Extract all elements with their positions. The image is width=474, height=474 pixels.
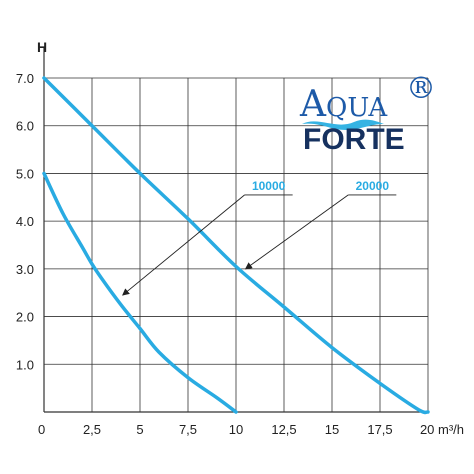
x-tick-label: 2,5 bbox=[83, 422, 101, 437]
x-tick-label: 5 bbox=[136, 422, 143, 437]
logo-wave-icon bbox=[302, 119, 384, 130]
y-tick-label: 3.0 bbox=[16, 262, 34, 277]
x-tick-label: 17,5 bbox=[367, 422, 392, 437]
y-tick-label: 4.0 bbox=[16, 214, 34, 229]
curves bbox=[42, 76, 430, 415]
y-tick-label: 6.0 bbox=[16, 119, 34, 134]
series-line-10000 bbox=[42, 171, 238, 414]
y-axis-label: H bbox=[37, 39, 47, 55]
callout-arrow bbox=[122, 194, 245, 296]
series-line-20000 bbox=[42, 76, 430, 415]
logo-forte-text: FORTE bbox=[303, 123, 405, 156]
logo-aqua-text: AQUA bbox=[299, 84, 388, 125]
series-label-20000: 20000 bbox=[356, 179, 390, 193]
aquaforte-logo: AQUA ® FORTE bbox=[299, 71, 436, 156]
series-label-10000: 10000 bbox=[252, 179, 286, 193]
x-tick-label: 10 bbox=[229, 422, 243, 437]
y-tick-label: 1.0 bbox=[16, 357, 34, 372]
x-tick-label: 20 m³/h bbox=[420, 422, 464, 437]
x-tick-label: 7,5 bbox=[179, 422, 197, 437]
x-tick-label: 0 bbox=[38, 422, 45, 437]
y-tick-label: 7.0 bbox=[16, 71, 34, 86]
x-tick-label: 15 bbox=[325, 422, 339, 437]
y-tick-label: 2.0 bbox=[16, 310, 34, 325]
y-tick-label: 5.0 bbox=[16, 166, 34, 181]
callout-arrow bbox=[244, 194, 349, 270]
callouts: 10000 20000 bbox=[122, 179, 397, 296]
registered-mark: ® bbox=[406, 71, 436, 106]
tick-labels: 0 2,5 5 7,5 10 12,5 15 17,5 20 m³/h 1.0 2.0 3.0 4.0 5… bbox=[16, 71, 464, 437]
x-tick-label: 12,5 bbox=[271, 422, 296, 437]
